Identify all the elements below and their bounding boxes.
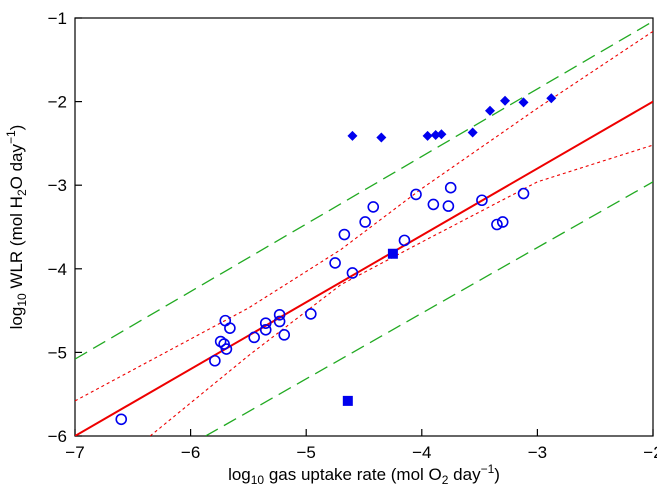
y-tick-label: −2 — [48, 93, 67, 112]
open-circle-point — [259, 324, 272, 336]
x-tick-label: −7 — [65, 443, 84, 462]
open-circle-point — [220, 343, 233, 355]
open-circle-point — [248, 331, 260, 344]
y-tick-label: −5 — [48, 343, 67, 362]
diamond-point — [422, 130, 433, 141]
confidence-band-upper — [75, 30, 653, 402]
open-circle-point — [338, 228, 351, 241]
open-circle-point — [496, 216, 509, 228]
open-circle-point — [346, 267, 359, 279]
open-circle-point — [278, 329, 291, 341]
diamond-point — [347, 130, 358, 141]
x-tick-label: −4 — [412, 443, 431, 462]
open-circle-point — [367, 201, 380, 213]
y-tick-label: −4 — [48, 260, 67, 279]
diamond-point — [546, 93, 557, 104]
y-tick-label: −3 — [48, 176, 67, 195]
open-circle-point — [476, 194, 488, 207]
diamond-point — [467, 127, 478, 138]
open-circle-point — [329, 257, 341, 269]
open-circle-point — [517, 187, 530, 200]
x-tick-label: −2 — [643, 443, 657, 462]
open-circle-point — [273, 315, 286, 328]
diamond-point — [436, 129, 447, 140]
open-circle-point — [209, 354, 221, 367]
y-tick-label: −6 — [48, 427, 67, 446]
open-circle-point — [305, 308, 317, 320]
square-point — [387, 248, 398, 259]
open-circle-point — [427, 198, 440, 211]
open-circle-point — [273, 308, 286, 321]
data-points — [115, 93, 557, 426]
diamond-point — [376, 132, 387, 143]
open-circle-point — [359, 216, 371, 228]
square-point — [342, 395, 353, 406]
x-tick-label: −3 — [528, 443, 547, 462]
x-axis-label: log10 gas uptake rate (mol O2 day−1) — [228, 462, 500, 487]
axis-ticks: −7−6−5−4−3−2−6−5−4−3−2−1 — [48, 9, 657, 462]
open-circle-point — [398, 234, 411, 247]
y-tick-label: −1 — [48, 9, 67, 28]
confidence-band-lower — [149, 144, 653, 436]
open-circle-point — [410, 188, 422, 201]
open-circle-point — [224, 322, 236, 334]
open-circle-point — [259, 317, 272, 329]
prediction-band-lower — [205, 181, 653, 436]
y-axis-label: log10 WLR (mol H2O day−1) — [4, 125, 29, 330]
band-lines — [75, 20, 653, 436]
open-circle-point — [491, 218, 503, 231]
open-circle-point — [444, 181, 457, 194]
open-circle-point — [115, 413, 128, 426]
prediction-band-upper — [75, 20, 653, 360]
diamond-point — [500, 95, 511, 106]
open-circle-point — [442, 200, 455, 212]
x-tick-label: −6 — [181, 443, 200, 462]
diamond-point — [485, 105, 496, 116]
x-tick-label: −5 — [297, 443, 316, 462]
diamond-point — [518, 97, 529, 108]
regression-line — [75, 100, 653, 436]
plot-frame — [74, 17, 654, 437]
